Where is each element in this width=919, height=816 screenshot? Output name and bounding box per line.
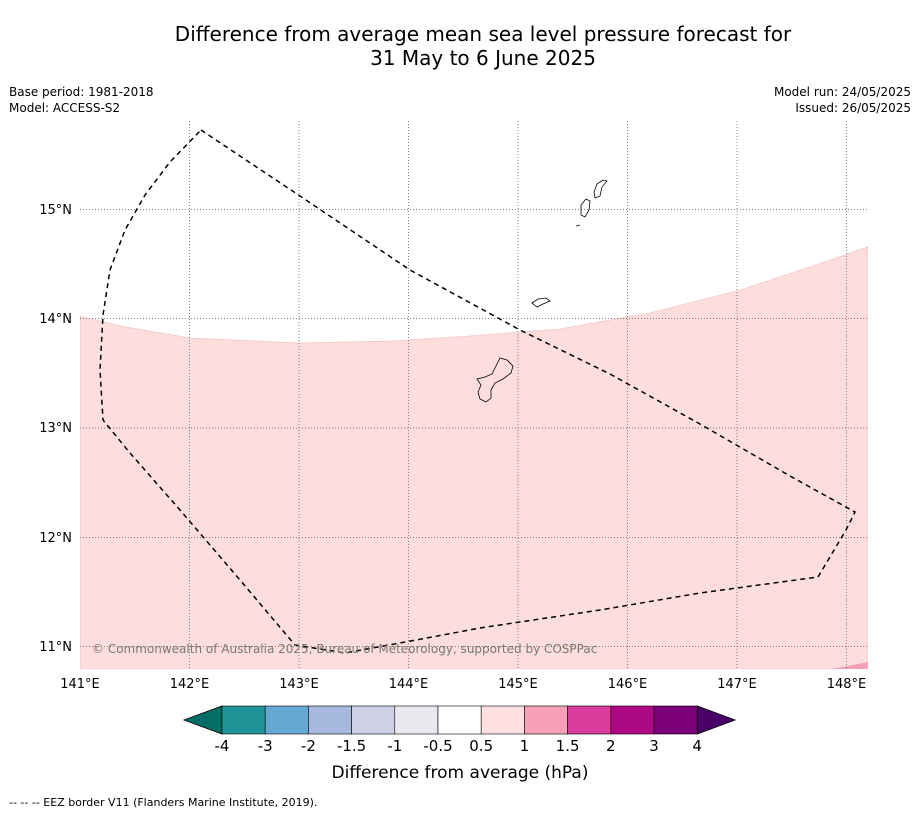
colorbar-tick-label: 4 (692, 737, 702, 755)
colorbar-tick-label: -3 (258, 737, 273, 755)
colorbar-tick-label: -1 (387, 737, 402, 755)
lon-label-148: 148°E (827, 677, 867, 692)
colorbar-tick-label: -0.5 (423, 737, 452, 755)
colorbar-swatch (567, 705, 612, 735)
title-line-2: 31 May to 6 June 2025 (370, 46, 596, 70)
meta-right: Model run: 24/05/2025 Issued: 26/05/2025 (774, 84, 911, 116)
colorbar-swatch (264, 705, 309, 735)
colorbar-tick-label: 0.5 (469, 737, 493, 755)
colorbar-swatch (480, 705, 525, 735)
colorbar-tick-label: 1.5 (556, 737, 580, 755)
model-run-text: Model run: 24/05/2025 (773, 85, 911, 99)
colorbar-swatch (308, 705, 352, 735)
gridlines (80, 121, 868, 669)
lon-label-142: 142°E (170, 677, 210, 692)
lon-label-141: 141°E (60, 677, 100, 692)
lat-label-15: 15°N (39, 203, 72, 218)
colorbar-swatch (610, 705, 655, 735)
lon-label-143: 143°E (279, 677, 319, 692)
island-tinian (580, 198, 591, 218)
anomaly-region-1-1.5 (832, 662, 868, 669)
eez-border (99, 129, 856, 654)
lat-label-14: 14°N (39, 312, 72, 327)
colorbar-swatch (437, 705, 482, 735)
colorbar-swatch (394, 705, 439, 735)
lat-label-13: 13°N (39, 421, 72, 436)
island-aguijan (575, 224, 581, 227)
colorbar-tick-label: -4 (215, 737, 230, 755)
colorbar-tick-label: 1 (520, 737, 530, 755)
lat-label-11: 11°N (39, 640, 72, 655)
lon-label-144: 144°E (389, 677, 429, 692)
colorbar-extend-high (696, 705, 737, 735)
lat-label-12: 12°N (39, 531, 72, 546)
colorbar-extend-low (182, 705, 223, 735)
colorbar-tick-label: -2 (301, 737, 316, 755)
colorbar-swatch (351, 705, 396, 735)
colorbar-swatch (221, 705, 266, 735)
base-period-text: Base period: 1981-2018 (9, 85, 154, 99)
lon-label-146: 146°E (608, 677, 648, 692)
map-title: Difference from average mean sea level p… (0, 22, 919, 70)
eez-footnote: -- -- -- EEZ border V11 (Flanders Marine… (9, 796, 318, 809)
island-guam (476, 357, 514, 403)
island-saipan (593, 179, 608, 199)
anomaly-region-0.5-1 (80, 246, 868, 669)
lat-axis-labels: 15°N 14°N 13°N 12°N 11°N (39, 203, 72, 655)
colorbar-tick-label: -1.5 (337, 737, 366, 755)
model-text: Model: ACCESS-S2 (9, 101, 121, 115)
colorbar-swatch (524, 705, 568, 735)
colorbar-label: Difference from average (hPa) (332, 763, 589, 783)
lon-label-145: 145°E (498, 677, 538, 692)
colorbar-tick-label: 3 (649, 737, 659, 755)
island-rota (531, 297, 551, 308)
lon-label-147: 147°E (717, 677, 757, 692)
islands (476, 179, 608, 403)
issued-text: Issued: 26/05/2025 (795, 101, 911, 115)
colorbar-swatch (653, 705, 698, 735)
title-line-1: Difference from average mean sea level p… (174, 22, 792, 46)
colorbar: -4 -3 -2 -1.5 -1 -0.5 0.5 1 1.5 2 3 4 (182, 705, 737, 755)
lon-axis-labels: 141°E 142°E 143°E 144°E 145°E 146°E 147°… (60, 677, 866, 692)
meta-left: Base period: 1981-2018 Model: ACCESS-S2 (9, 84, 154, 116)
copyright-text: © Commonwealth of Australia 2025, Bureau… (92, 642, 597, 656)
map-panel: © Commonwealth of Australia 2025, Bureau… (80, 121, 868, 669)
colorbar-tick-label: 2 (606, 737, 616, 755)
